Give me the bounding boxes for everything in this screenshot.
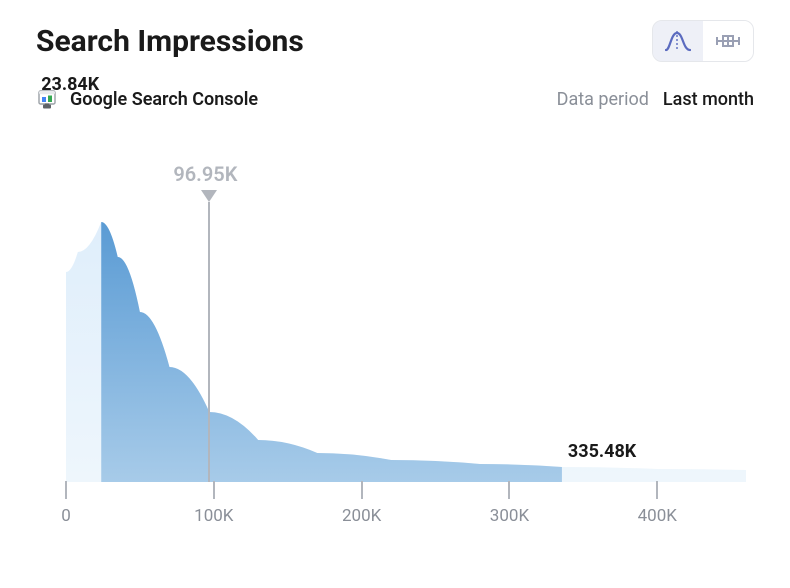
x-tick-label: 100K [194, 506, 233, 526]
distribution-chart-svg [36, 160, 754, 520]
distribution-curve-icon [665, 30, 691, 52]
upper-bound-annotation: 335.48K [568, 441, 636, 462]
x-tick-mark [656, 481, 658, 499]
data-period-label: Data period [557, 89, 649, 110]
mean-annotation: 96.95K [173, 162, 237, 186]
view-toggle-group [652, 20, 754, 62]
lower-bound-annotation: 23.84K [41, 74, 99, 95]
data-period-value: Last month [663, 89, 754, 110]
x-tick-label: 400K [638, 506, 677, 526]
x-tick-label: 300K [490, 506, 529, 526]
toggle-distribution-button[interactable] [653, 21, 703, 61]
data-period[interactable]: Data period Last month [557, 89, 754, 110]
x-tick-label: 0 [61, 506, 71, 526]
mean-line [208, 202, 210, 482]
x-tick-mark [508, 481, 510, 499]
boxplot-icon [715, 30, 741, 52]
toggle-boxplot-button[interactable] [703, 21, 753, 61]
x-tick-label: 200K [342, 506, 381, 526]
x-tick-mark [213, 481, 215, 499]
mean-marker-icon [201, 190, 217, 202]
distribution-chart: 96.95K 23.84K 335.48K 0100K200K300K400K [36, 160, 754, 560]
page-title: Search Impressions [36, 24, 304, 59]
x-tick-mark [65, 481, 67, 499]
x-tick-mark [361, 481, 363, 499]
